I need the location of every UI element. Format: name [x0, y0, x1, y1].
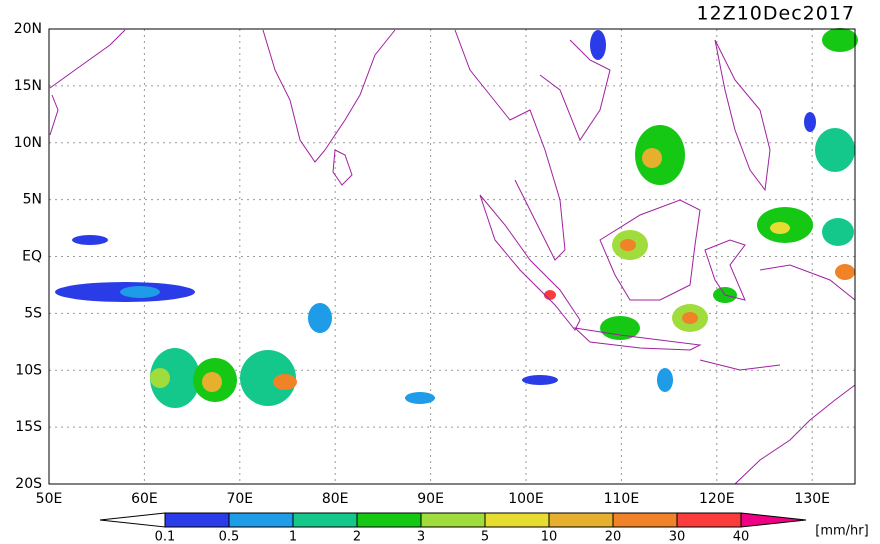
colorbar-label: 0.1 [155, 530, 176, 544]
colorbar-box [420, 512, 486, 528]
colorbar-label: 5 [481, 530, 489, 544]
map-title: 12Z10Dec2017 [697, 3, 856, 25]
colorbar-box [228, 512, 294, 528]
rain-field [55, 28, 858, 408]
lon-label: 130E [794, 491, 830, 507]
colorbar-box [292, 512, 358, 528]
lat-label: 20N [14, 21, 42, 37]
lat-label: 15N [14, 78, 42, 94]
colorbar-box [164, 512, 230, 528]
colorbar-unit: [mm/hr] [815, 524, 868, 539]
colorbar-label: 2 [353, 530, 361, 544]
lon-label: 90E [417, 491, 444, 507]
colorbar-label: 10 [541, 530, 558, 544]
colorbar-label: 20 [605, 530, 622, 544]
lon-label: 60E [131, 491, 158, 507]
lon-label: 100E [508, 491, 544, 507]
lat-label: 5N [23, 192, 42, 208]
colorbar-under [99, 512, 166, 528]
map-frame [48, 28, 856, 485]
lat-label: 10S [15, 362, 42, 378]
lat-label: 20S [15, 476, 42, 492]
colorbar-box [484, 512, 550, 528]
lon-label: 70E [226, 491, 253, 507]
colorbar-box [548, 512, 614, 528]
lon-label: 120E [699, 491, 735, 507]
lat-label: 5S [24, 305, 42, 321]
colorbar-box [356, 512, 422, 528]
colorbar-label: 1 [289, 530, 297, 544]
colorbar-label: 30 [669, 530, 686, 544]
colorbar-over [740, 512, 807, 528]
lat-label: 15S [15, 419, 42, 435]
lon-label: 50E [36, 491, 63, 507]
colorbar-label: 3 [417, 530, 425, 544]
colorbar-box [612, 512, 678, 528]
coastlines [49, 29, 856, 485]
colorbar-label: 40 [733, 530, 750, 544]
lat-label: 10N [14, 135, 42, 151]
colorbar: 0.1 0.5 1 2 3 5 10 20 30 40 [99, 512, 807, 544]
lon-label: 110E [604, 491, 640, 507]
colorbar-box [676, 512, 742, 528]
colorbar-label: 0.5 [219, 530, 240, 544]
lat-label: EQ [22, 249, 42, 265]
lon-label: 80E [322, 491, 349, 507]
grid [49, 29, 855, 484]
